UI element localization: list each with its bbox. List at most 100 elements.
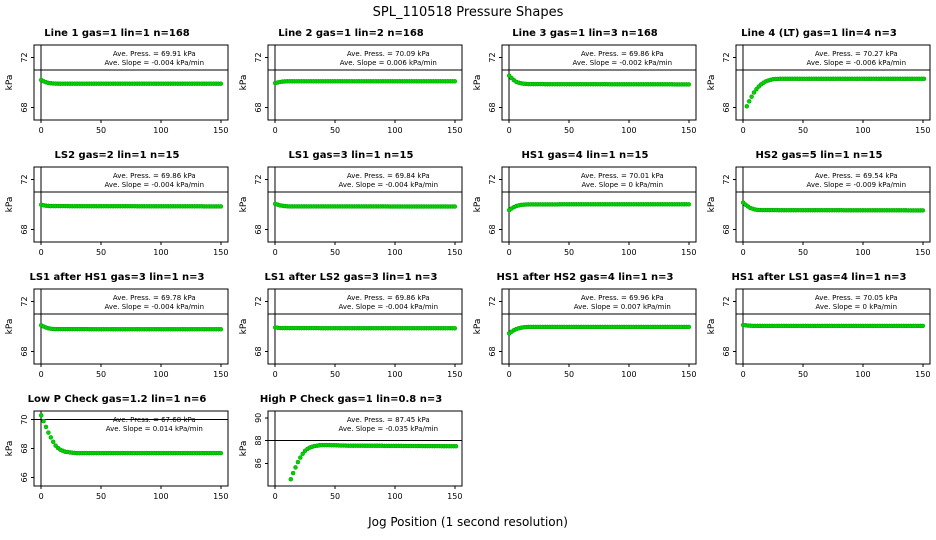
- data-points: [272, 325, 458, 331]
- y-axis-label: kPa: [5, 319, 15, 335]
- y-axis-label: kPa: [239, 75, 249, 91]
- data-points: [506, 73, 692, 87]
- data-points: [506, 202, 692, 213]
- x-tick-label: 50: [330, 126, 340, 135]
- y-tick-label: 72: [20, 296, 29, 306]
- x-tick-label: 0: [741, 370, 746, 379]
- panel-title: Line 2 gas=1 lin=2 n=168: [278, 28, 424, 39]
- ave-press-annotation: Ave. Press. = 87.45 kPa: [347, 416, 430, 424]
- panel-title: HS1 after HS2 gas=4 lin=1 n=3: [496, 272, 674, 283]
- ave-slope-annotation: Ave. Slope = -0.002 kPa/min: [572, 59, 672, 67]
- y-tick-label: 68: [20, 443, 29, 453]
- y-tick-label: 68: [488, 224, 497, 234]
- plot-box: [267, 166, 463, 243]
- x-tick-label: 150: [213, 370, 228, 379]
- y-axis-label: kPa: [473, 197, 483, 213]
- x-tick-label: 0: [507, 126, 512, 135]
- ave-press-annotation: Ave. Press. = 69.86 kPa: [113, 172, 196, 180]
- y-tick-label: 68: [20, 346, 29, 356]
- ave-slope-annotation: Ave. Slope = -0.004 kPa/min: [104, 303, 204, 311]
- ave-press-annotation: Ave. Press. = 69.91 kPa: [113, 50, 196, 58]
- x-tick-label: 100: [387, 370, 402, 379]
- ave-slope-annotation: Ave. Slope = -0.004 kPa/min: [104, 59, 204, 67]
- ave-slope-annotation: Ave. Slope = -0.035 kPa/min: [338, 425, 438, 433]
- data-points: [740, 200, 926, 213]
- y-tick-label: 68: [722, 224, 731, 234]
- pressure-panel: Line 2 gas=1 lin=2 n=168 0 50 100 150 68 72 kPa…: [234, 24, 468, 146]
- ave-slope-annotation: Ave. Slope = 0.014 kPa/min: [106, 425, 203, 433]
- ave-press-annotation: Ave. Press. = 70.27 kPa: [815, 50, 898, 58]
- y-tick-label: 72: [722, 174, 731, 184]
- x-tick-label: 100: [387, 248, 402, 257]
- ave-slope-annotation: Ave. Slope = -0.009 kPa/min: [806, 181, 906, 189]
- x-tick-label: 150: [447, 370, 462, 379]
- panel-plot: 0 50 100 150 68 72 kPa Ave. Press. = 70.05 kPaA…: [707, 288, 931, 379]
- panel-plot: 0 50 100 150 68 72 kPa Ave. Press. = 70.01 kPaA…: [473, 166, 697, 257]
- plot-box: [501, 288, 697, 365]
- pressure-panel: HS1 gas=4 lin=1 n=15 0 50 100 150 68 72 kPa Ave.…: [468, 146, 702, 268]
- x-tick-label: 100: [621, 248, 636, 257]
- ave-slope-annotation: Ave. Slope = 0.006 kPa/min: [340, 59, 437, 67]
- data-points: [38, 202, 224, 209]
- data-points: [38, 77, 224, 86]
- y-axis-label: kPa: [5, 75, 15, 91]
- y-axis-label: kPa: [5, 441, 15, 457]
- plot-box: [501, 44, 697, 121]
- y-axis-label: kPa: [5, 197, 15, 213]
- panel-title: LS1 after LS2 gas=3 lin=1 n=3: [264, 272, 438, 283]
- panel-plot: 0 50 100 150 68 72 kPa Ave. Press. = 69.96 kPaA…: [473, 288, 697, 379]
- y-tick-label: 90: [254, 413, 263, 423]
- panel-title: Line 4 (LT) gas=1 lin=4 n=3: [741, 28, 897, 39]
- pressure-panel: Line 1 gas=1 lin=1 n=168 0 50 100 150 68 72 kPa…: [0, 24, 234, 146]
- x-tick-label: 150: [213, 492, 228, 501]
- x-tick-label: 100: [387, 126, 402, 135]
- panel-plot: 0 50 100 150 68 72 kPa Ave. Press. = 69.86 kPaA…: [239, 288, 463, 379]
- y-axis-label: kPa: [473, 75, 483, 91]
- figure-title: SPL_110518 Pressure Shapes: [372, 5, 564, 20]
- y-tick-label: 72: [20, 174, 29, 184]
- panel-plot: 0 50 100 150 68 72 kPa Ave. Press. = 69.78 kPaA…: [5, 288, 229, 379]
- pressure-panel: High P Check gas=1 lin=0.8 n=3 0 50 100 150 8…: [234, 390, 468, 512]
- x-tick-label: 150: [915, 248, 930, 257]
- x-tick-label: 150: [213, 248, 228, 257]
- data-points: [272, 79, 458, 86]
- x-tick-label: 50: [330, 370, 340, 379]
- panel-plot: 0 50 100 150 68 72 kPa Ave. Press. = 70.27 kPaA…: [707, 44, 931, 135]
- x-tick-label: 0: [39, 126, 44, 135]
- x-tick-label: 150: [681, 248, 696, 257]
- y-tick-label: 68: [722, 102, 731, 112]
- ave-press-annotation: Ave. Press. = 69.86 kPa: [581, 50, 664, 58]
- x-tick-label: 0: [273, 126, 278, 135]
- y-tick-label: 68: [20, 224, 29, 234]
- panel-plot: 0 50 100 150 68 72 kPa Ave. Press. = 69.91 kPaA…: [5, 44, 229, 135]
- pressure-panel: Line 3 gas=1 lin=3 n=168 0 50 100 150 68 72 kPa…: [468, 24, 702, 146]
- y-axis-label: kPa: [707, 319, 717, 335]
- data-points: [744, 76, 927, 109]
- y-axis-label: kPa: [239, 197, 249, 213]
- y-tick-label: 68: [254, 224, 263, 234]
- ave-press-annotation: Ave. Press. = 69.84 kPa: [347, 172, 430, 180]
- ave-slope-annotation: Ave. Slope = -0.006 kPa/min: [806, 59, 906, 67]
- ave-slope-annotation: Ave. Slope = -0.004 kPa/min: [104, 181, 204, 189]
- x-tick-label: 50: [96, 492, 106, 501]
- y-tick-label: 72: [488, 296, 497, 306]
- y-tick-label: 70: [20, 415, 29, 425]
- x-tick-label: 100: [153, 370, 168, 379]
- x-tick-label: 0: [39, 492, 44, 501]
- plot-box: [33, 288, 229, 365]
- y-tick-label: 72: [254, 296, 263, 306]
- x-tick-label: 100: [855, 126, 870, 135]
- x-tick-label: 50: [96, 126, 106, 135]
- x-tick-label: 150: [915, 126, 930, 135]
- ave-press-annotation: Ave. Press. = 70.09 kPa: [347, 50, 430, 58]
- data-points: [38, 323, 224, 332]
- panel-title: HS2 gas=5 lin=1 n=15: [755, 150, 883, 161]
- panel-plot: 0 50 100 150 68 72 kPa Ave. Press. = 69.86 kPaA…: [473, 44, 697, 135]
- y-tick-label: 86: [254, 458, 263, 468]
- y-axis-label: kPa: [239, 441, 249, 457]
- x-tick-label: 150: [213, 126, 228, 135]
- x-tick-label: 100: [153, 492, 168, 501]
- ave-slope-annotation: Ave. Slope = -0.004 kPa/min: [338, 303, 438, 311]
- panel-plot: 0 50 100 150 68 72 kPa Ave. Press. = 69.54 kPaA…: [707, 166, 931, 257]
- y-tick-label: 68: [254, 102, 263, 112]
